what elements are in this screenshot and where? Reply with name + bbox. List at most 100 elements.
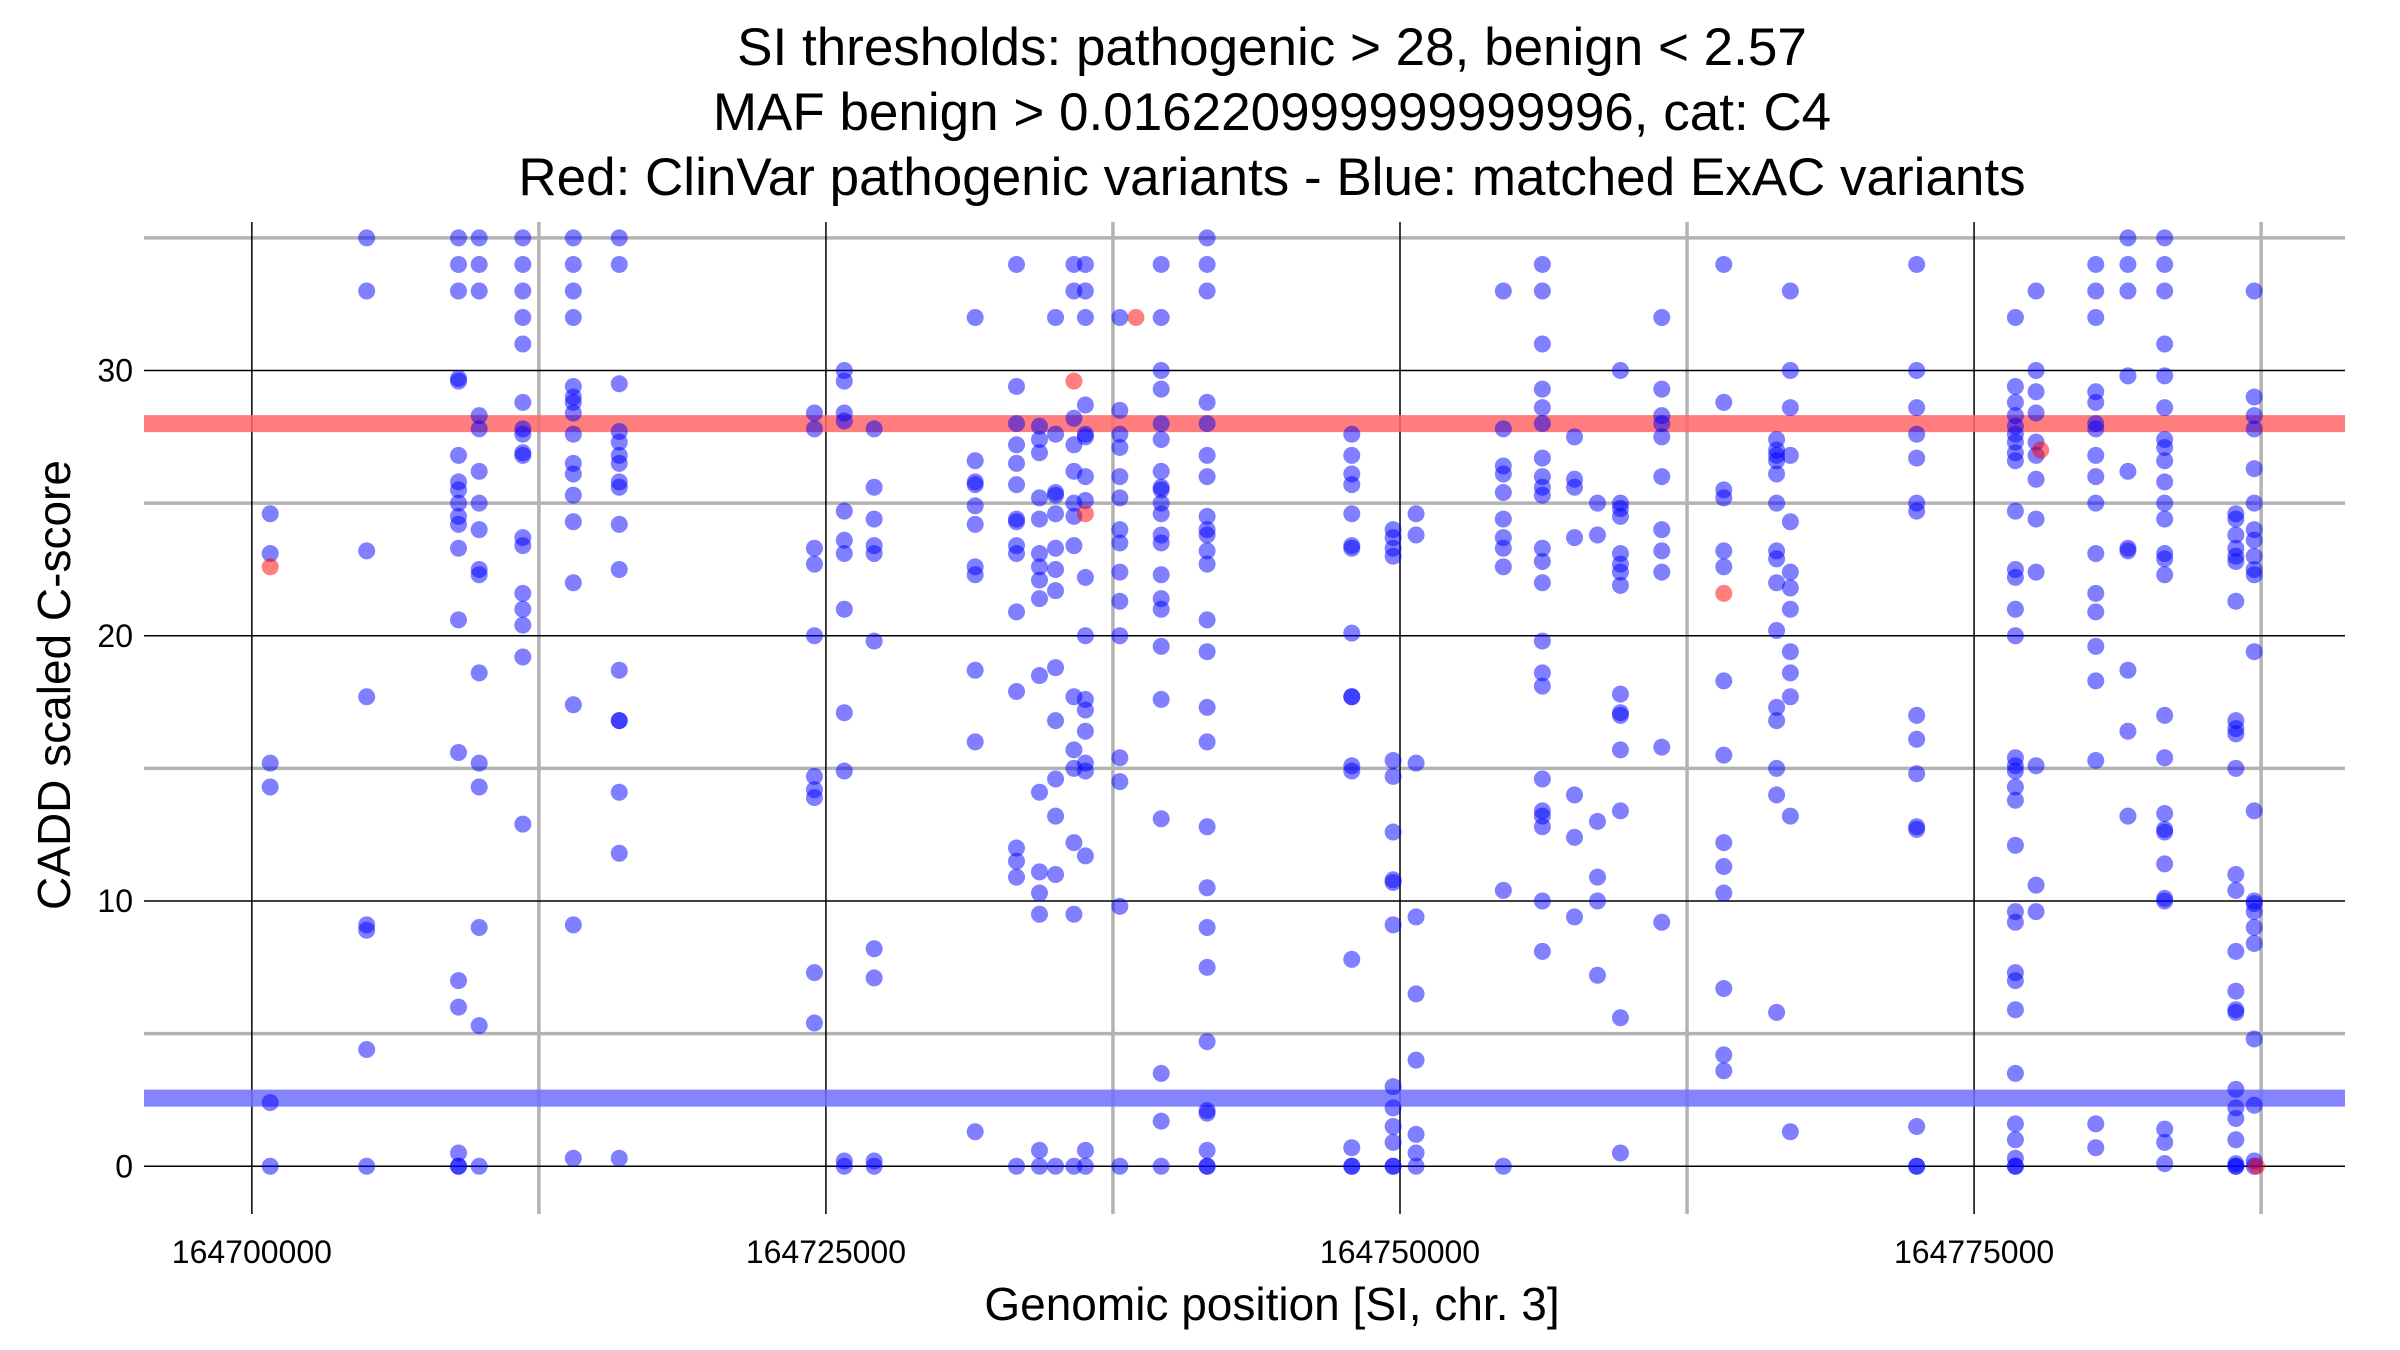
benign-point xyxy=(1533,399,1551,417)
benign-point xyxy=(1533,415,1551,433)
benign-point xyxy=(1653,468,1671,486)
x-tick-label: 164725000 xyxy=(746,1234,906,1270)
benign-point xyxy=(1715,746,1733,764)
benign-point xyxy=(1768,494,1786,512)
benign-point xyxy=(2027,876,2045,894)
benign-point xyxy=(1198,1157,1216,1175)
benign-point xyxy=(610,375,628,393)
benign-point xyxy=(1566,428,1584,446)
benign-point xyxy=(1343,624,1361,642)
benign-point xyxy=(1715,558,1733,576)
y-tick-label: 30 xyxy=(97,353,133,389)
benign-point xyxy=(2156,566,2174,584)
benign-point xyxy=(564,513,582,531)
benign-point xyxy=(1407,754,1425,772)
y-tick-label: 10 xyxy=(97,883,133,919)
benign-point xyxy=(2027,362,2045,380)
benign-point xyxy=(1152,430,1170,448)
benign-point xyxy=(1152,481,1170,499)
benign-point xyxy=(1384,1157,1402,1175)
benign-point xyxy=(261,545,279,563)
benign-point xyxy=(1030,905,1048,923)
benign-point xyxy=(1111,521,1129,539)
benign-point xyxy=(610,560,628,578)
benign-point xyxy=(1781,688,1799,706)
benign-point xyxy=(1653,521,1671,539)
benign-point xyxy=(1047,582,1065,600)
benign-point xyxy=(966,452,984,470)
benign-point xyxy=(2087,420,2105,438)
benign-point xyxy=(261,754,279,772)
benign-point xyxy=(1111,308,1129,326)
benign-point xyxy=(1152,690,1170,708)
benign-point xyxy=(966,566,984,584)
benign-point xyxy=(1198,229,1216,247)
benign-point xyxy=(2227,553,2245,571)
y-tick-label: 0 xyxy=(115,1148,133,1184)
benign-point xyxy=(1588,966,1606,984)
benign-point xyxy=(1611,706,1629,724)
benign-point xyxy=(2245,494,2263,512)
benign-point xyxy=(514,255,532,273)
benign-point xyxy=(2006,452,2024,470)
benign-point xyxy=(2006,778,2024,796)
benign-point xyxy=(450,1144,468,1162)
benign-point xyxy=(514,815,532,833)
benign-point xyxy=(2227,1110,2245,1128)
benign-point xyxy=(1611,563,1629,581)
benign-point xyxy=(1653,415,1671,433)
benign-point xyxy=(2087,494,2105,512)
benign-point xyxy=(2156,452,2174,470)
pathogenic-point xyxy=(1127,308,1145,326)
benign-point xyxy=(564,574,582,592)
benign-point xyxy=(1781,643,1799,661)
benign-point xyxy=(564,486,582,504)
benign-point xyxy=(610,433,628,451)
benign-point xyxy=(1065,537,1083,555)
benign-point xyxy=(1152,380,1170,398)
benign-point xyxy=(1768,698,1786,716)
benign-point xyxy=(2245,388,2263,406)
benign-point xyxy=(564,282,582,300)
benign-point xyxy=(1343,539,1361,557)
benign-point xyxy=(2006,502,2024,520)
benign-point xyxy=(1715,489,1733,507)
benign-point xyxy=(1908,449,1926,467)
benign-point xyxy=(2119,282,2137,300)
benign-point xyxy=(1111,773,1129,791)
benign-point xyxy=(1653,542,1671,560)
benign-point xyxy=(1152,462,1170,480)
benign-point xyxy=(2119,255,2137,273)
benign-point xyxy=(1030,590,1048,608)
benign-point xyxy=(1908,1117,1926,1135)
benign-point xyxy=(2027,510,2045,528)
benign-point xyxy=(1494,881,1512,899)
benign-point xyxy=(1384,767,1402,785)
benign-point xyxy=(1030,571,1048,589)
benign-point xyxy=(1494,465,1512,483)
benign-point xyxy=(2156,494,2174,512)
y-tick-label: 20 xyxy=(97,618,133,654)
benign-point xyxy=(1588,892,1606,910)
benign-point xyxy=(1152,505,1170,523)
benign-point xyxy=(2006,393,2024,411)
benign-point xyxy=(1008,255,1026,273)
benign-point xyxy=(1407,985,1425,1003)
benign-point xyxy=(1407,1125,1425,1143)
benign-point xyxy=(2156,749,2174,767)
data-points xyxy=(261,229,2266,1175)
benign-point xyxy=(1384,1117,1402,1135)
benign-point xyxy=(1343,1157,1361,1175)
benign-point xyxy=(966,497,984,515)
benign-point xyxy=(450,743,468,761)
benign-point xyxy=(865,420,883,438)
benign-point xyxy=(1047,1157,1065,1175)
benign-point xyxy=(1384,1133,1402,1151)
benign-point xyxy=(2156,706,2174,724)
benign-point xyxy=(610,229,628,247)
benign-point xyxy=(1533,553,1551,571)
benign-point xyxy=(610,454,628,472)
benign-point xyxy=(2006,913,2024,931)
benign-point xyxy=(1152,600,1170,618)
